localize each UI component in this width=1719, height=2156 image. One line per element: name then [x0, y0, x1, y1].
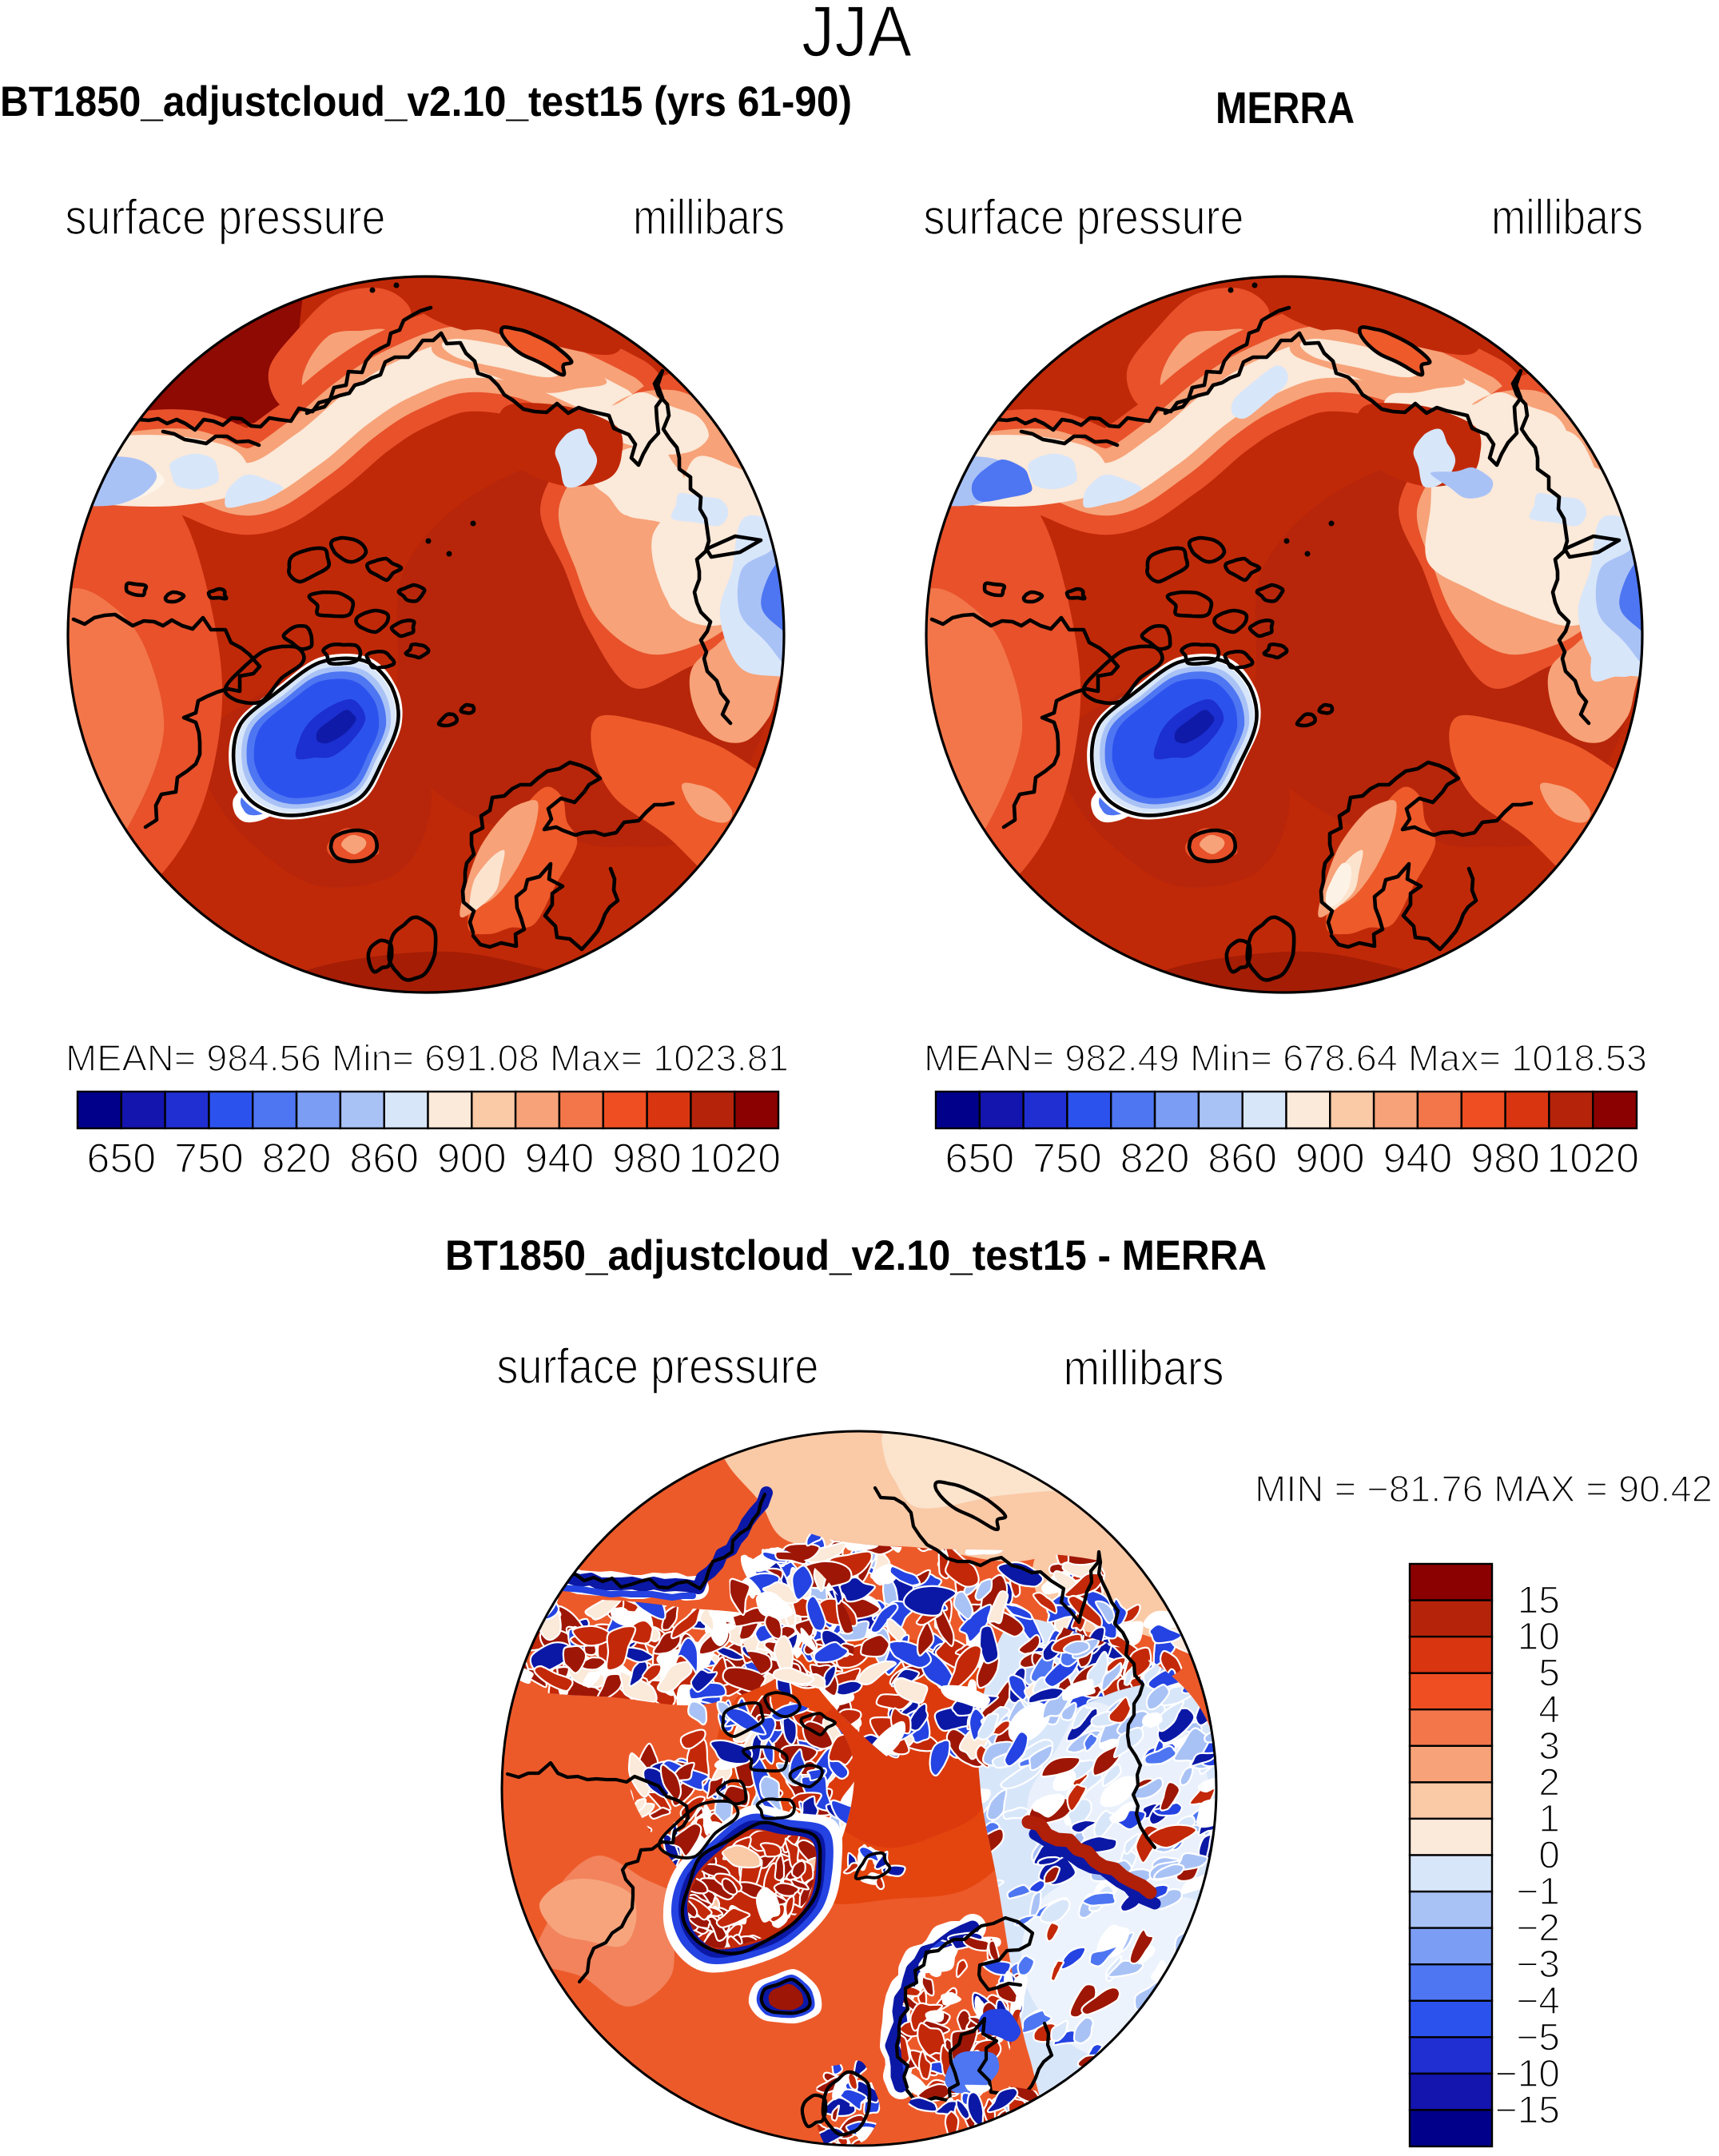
svg-text:2: 2: [1538, 1761, 1560, 1804]
svg-text:−5: −5: [1516, 2016, 1560, 2059]
svg-text:10: 10: [1518, 1616, 1560, 1658]
svg-text:MERRA: MERRA: [1216, 82, 1355, 133]
svg-text:940: 940: [525, 1136, 595, 1182]
svg-text:5: 5: [1538, 1653, 1560, 1695]
svg-text:0: 0: [1538, 1835, 1560, 1877]
svg-text:surface pressure: surface pressure: [924, 190, 1244, 245]
svg-text:−4: −4: [1516, 1980, 1560, 2023]
svg-text:650: 650: [945, 1136, 1014, 1182]
svg-text:millibars: millibars: [1491, 190, 1643, 245]
svg-text:millibars: millibars: [633, 190, 785, 245]
svg-text:BT1850_adjustcloud_v2.10_test1: BT1850_adjustcloud_v2.10_test15 (yrs 61-…: [0, 78, 852, 125]
svg-text:900: 900: [1295, 1136, 1365, 1182]
svg-text:750: 750: [174, 1136, 244, 1182]
svg-text:1: 1: [1538, 1798, 1560, 1840]
svg-text:−2: −2: [1516, 1907, 1560, 1950]
svg-text:4: 4: [1538, 1689, 1560, 1731]
svg-text:860: 860: [1208, 1136, 1277, 1182]
svg-text:820: 820: [1120, 1136, 1190, 1182]
svg-text:−15: −15: [1495, 2089, 1560, 2131]
svg-text:900: 900: [437, 1136, 507, 1182]
svg-text:JJA: JJA: [802, 0, 912, 72]
svg-text:980: 980: [612, 1136, 682, 1182]
svg-text:650: 650: [86, 1136, 156, 1182]
svg-text:−10: −10: [1495, 2053, 1560, 2095]
svg-text:1020: 1020: [1546, 1136, 1639, 1182]
svg-text:surface pressure: surface pressure: [66, 190, 386, 245]
svg-text:940: 940: [1383, 1136, 1453, 1182]
svg-text:860: 860: [349, 1136, 419, 1182]
svg-text:1020: 1020: [688, 1136, 781, 1182]
svg-text:750: 750: [1033, 1136, 1102, 1182]
svg-text:15: 15: [1518, 1580, 1560, 1622]
svg-text:BT1850_adjustcloud_v2.10_test1: BT1850_adjustcloud_v2.10_test15 - MERRA: [445, 1232, 1267, 1279]
svg-text:980: 980: [1470, 1136, 1540, 1182]
svg-text:surface pressure: surface pressure: [497, 1339, 819, 1394]
svg-text:MEAN= 982.49 Min= 678.64: MEAN= 982.49 Min= 678.64 Max= 1018.53: [924, 1037, 1647, 1079]
svg-text:−1: −1: [1516, 1871, 1560, 1913]
svg-text:−3: −3: [1516, 1943, 1560, 1986]
svg-text:820: 820: [262, 1136, 332, 1182]
svg-text:millibars: millibars: [1064, 1341, 1224, 1396]
svg-text:3: 3: [1538, 1725, 1560, 1768]
svg-text:MEAN= 984.56 Min= 691.08: MEAN= 984.56 Min= 691.08 Max= 1023.81: [66, 1037, 789, 1079]
svg-text:MIN = −81.76 MAX = 90.4: MIN = −81.76 MAX = 90.42: [1255, 1468, 1713, 1510]
